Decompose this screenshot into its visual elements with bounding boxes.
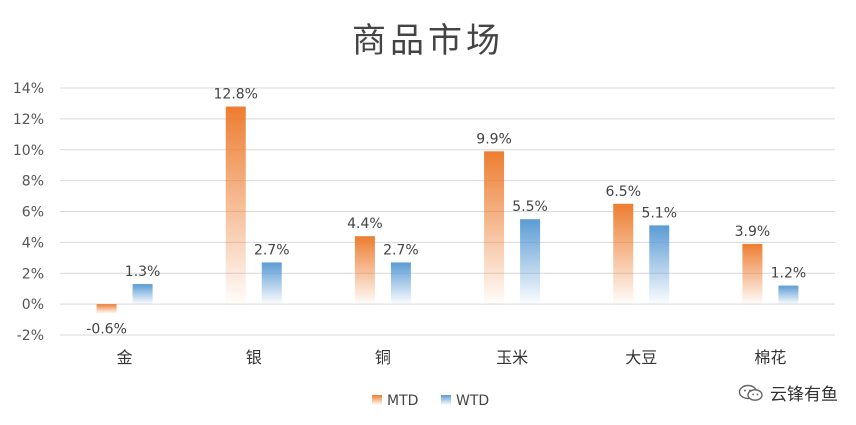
legend-label: WTD: [456, 393, 489, 409]
bar-wtd: [132, 284, 153, 305]
data-labels: -0.6%1.3%12.8%2.7%4.4%2.7%9.9%5.5%6.5%5.…: [86, 87, 806, 338]
y-tick-label: 6%: [22, 205, 44, 221]
data-label: 2.7%: [254, 242, 290, 258]
bar-mtd: [225, 106, 246, 305]
y-tick-label: 2%: [22, 266, 44, 282]
y-tick-label: 0%: [22, 297, 44, 313]
x-tick-label: 玉米: [496, 348, 528, 367]
data-label: 12.8%: [214, 87, 258, 103]
y-tick-label: 10%: [13, 143, 44, 159]
y-tick-label: 8%: [22, 174, 44, 190]
x-axis: 金 银 铜 玉米 大豆 棉花: [117, 348, 787, 367]
data-label: 6.5%: [605, 184, 641, 200]
bar-wtd: [649, 225, 670, 305]
bar-wtd: [778, 285, 799, 305]
watermark: 云锋有鱼: [738, 380, 838, 405]
y-axis: -2% 0% 2% 4% 6% 8% 10% 12% 14%: [13, 81, 44, 344]
data-label: 3.9%: [735, 224, 771, 240]
data-label: 5.1%: [641, 205, 677, 221]
grid: [60, 87, 835, 336]
legend: MTD WTD: [372, 393, 489, 409]
legend-label: MTD: [387, 393, 418, 409]
bar-wtd: [520, 219, 541, 305]
bar-wtd: [261, 262, 282, 305]
bar-mtd: [613, 203, 634, 305]
x-tick-label: 铜: [375, 348, 391, 367]
data-label: 1.2%: [771, 266, 807, 282]
y-tick-label: 12%: [13, 112, 44, 128]
bars: [96, 106, 799, 314]
data-label: 9.9%: [476, 131, 512, 147]
y-tick-label: 4%: [22, 235, 44, 251]
bar-mtd: [354, 236, 375, 305]
data-label: 1.3%: [125, 264, 161, 280]
wechat-icon: [738, 384, 763, 401]
data-label: 2.7%: [383, 242, 419, 258]
bar-mtd: [96, 304, 117, 314]
bar-mtd: [742, 243, 763, 305]
y-tick-label: -2%: [17, 328, 44, 344]
bar-mtd: [484, 151, 505, 305]
data-label: 5.5%: [512, 199, 548, 215]
data-label: 4.4%: [347, 216, 383, 232]
data-label: -0.6%: [86, 321, 127, 337]
legend-swatch-wtd: [441, 395, 451, 405]
y-tick-label: 14%: [13, 81, 44, 97]
x-tick-label: 大豆: [625, 348, 657, 367]
x-tick-label: 棉花: [754, 348, 786, 367]
bar-wtd: [390, 262, 411, 305]
chart-title: 商品市场: [352, 21, 504, 61]
watermark-text: 云锋有鱼: [770, 385, 838, 405]
legend-swatch-mtd: [372, 395, 382, 405]
x-tick-label: 银: [246, 348, 262, 367]
x-tick-label: 金: [117, 348, 133, 367]
